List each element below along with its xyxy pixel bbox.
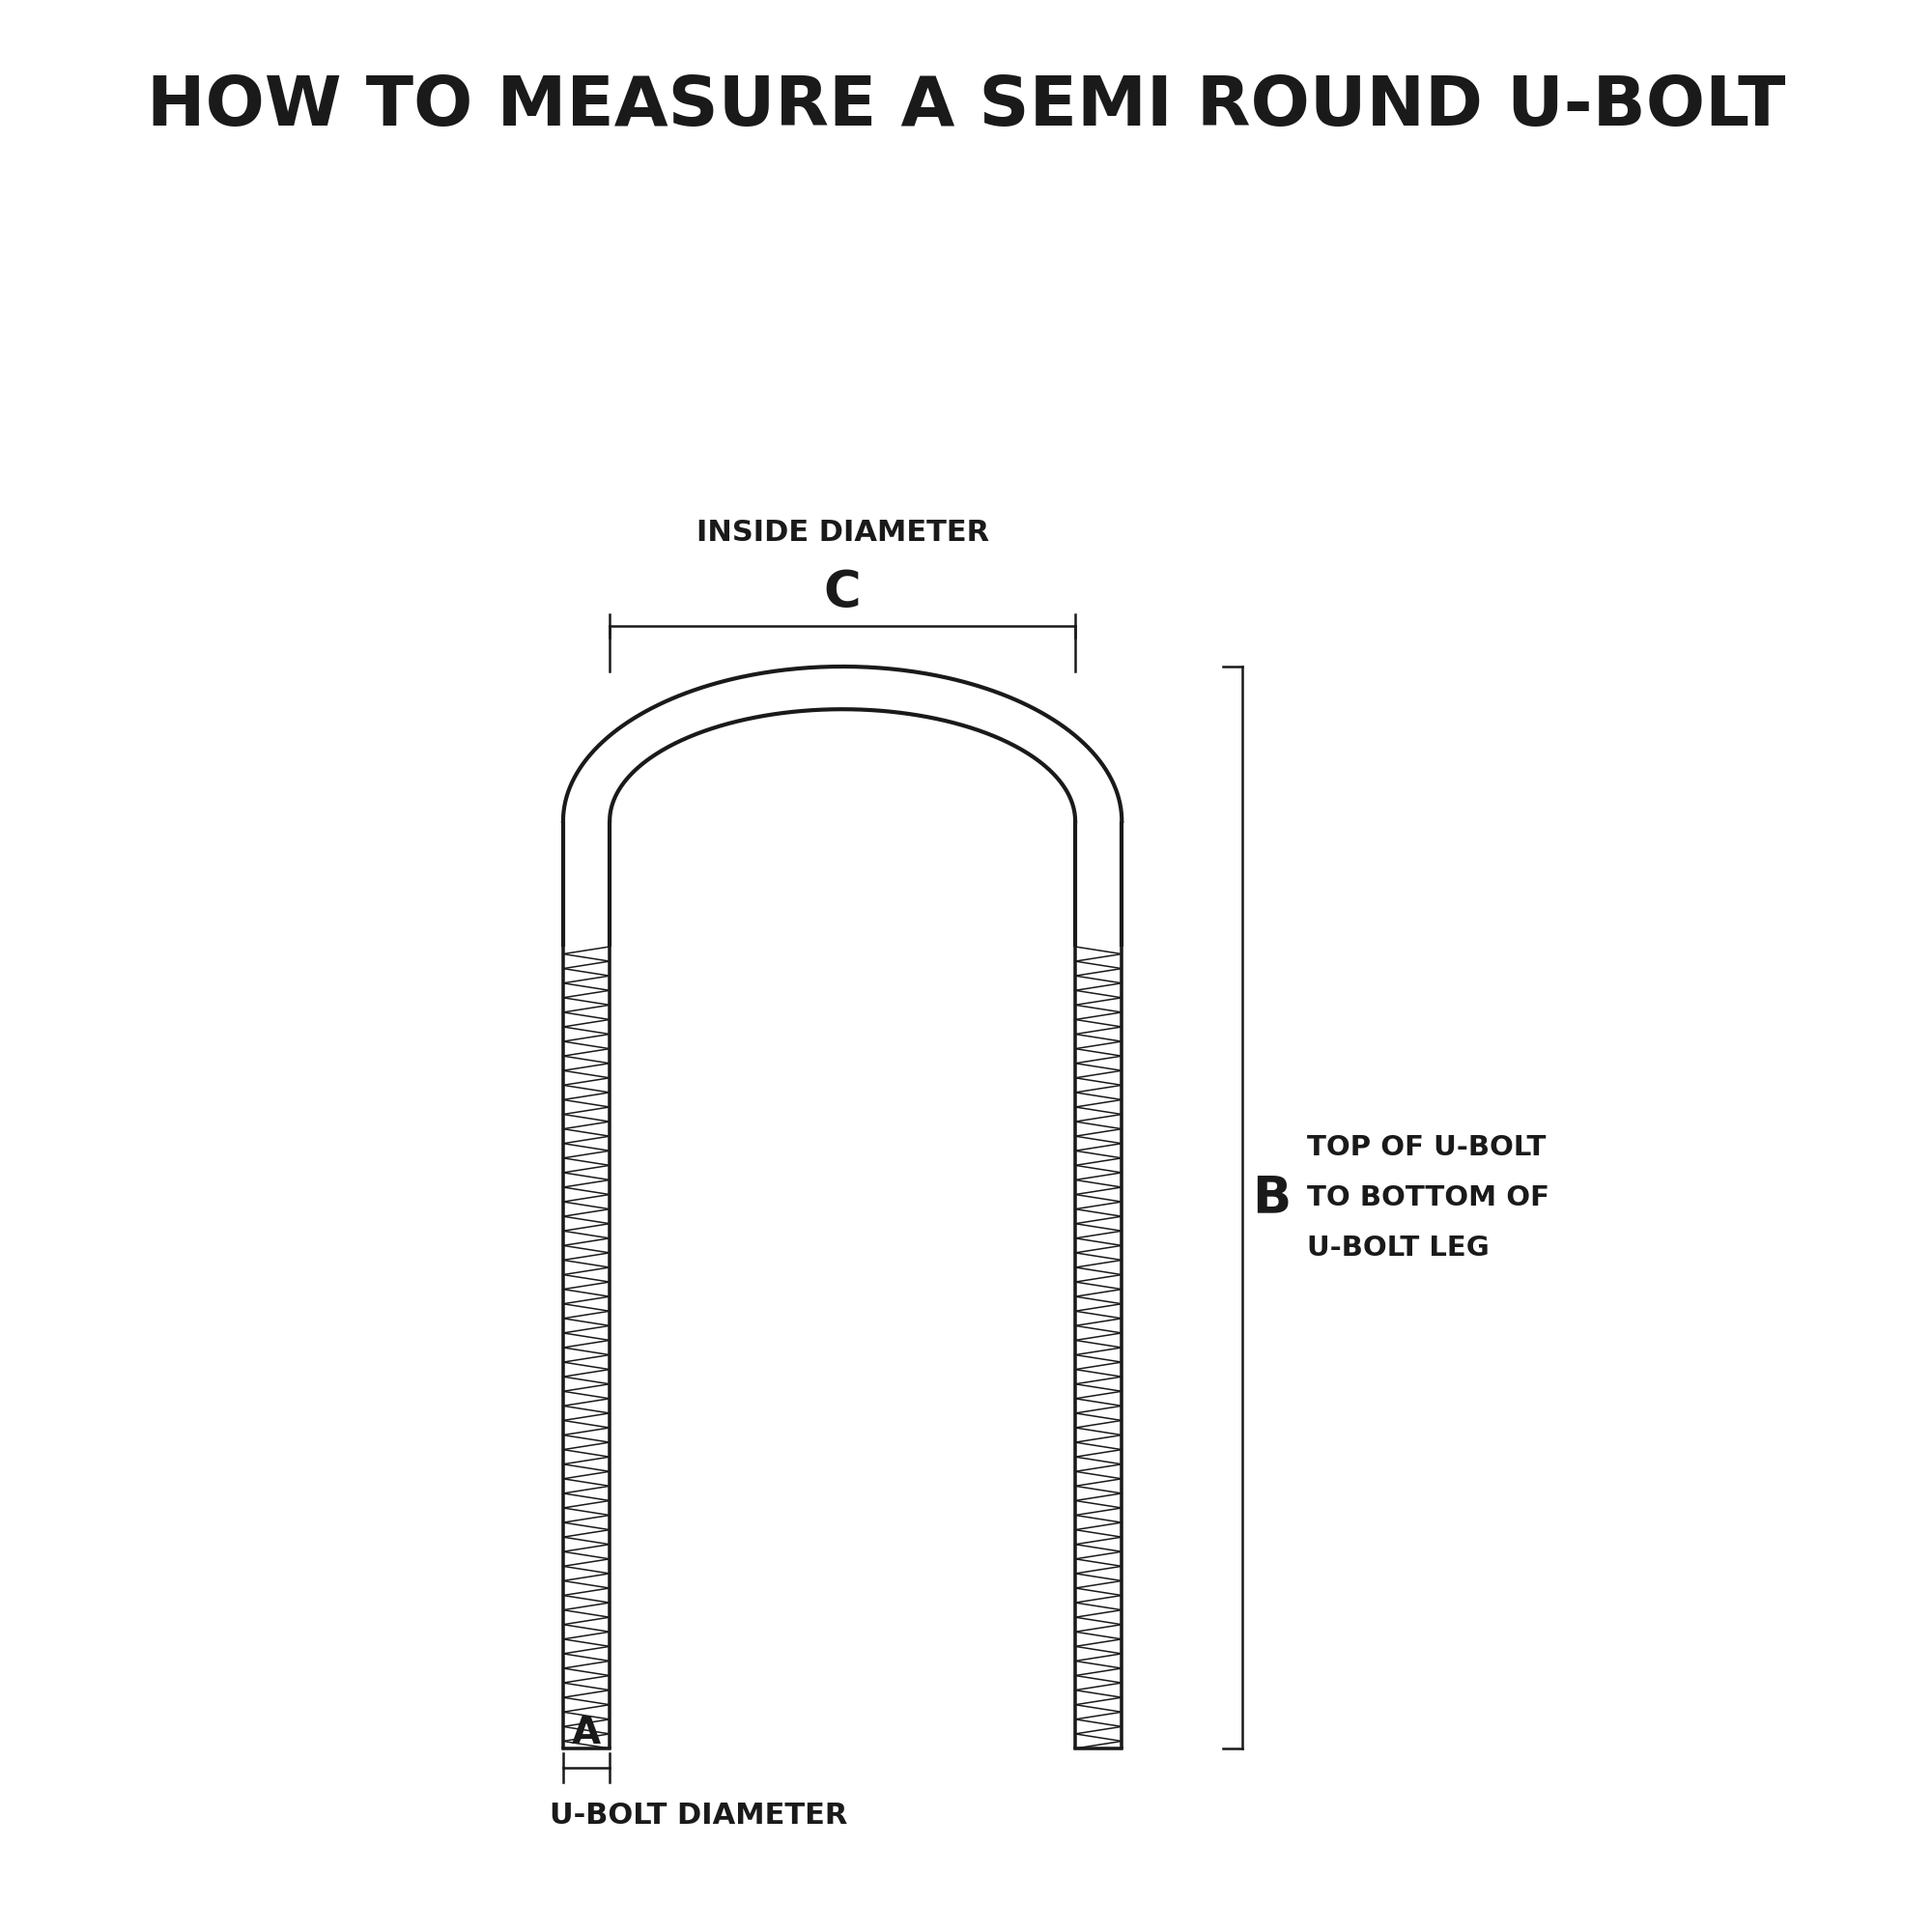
Text: U-BOLT DIAMETER: U-BOLT DIAMETER — [551, 1803, 848, 1830]
Text: TOP OF U-BOLT: TOP OF U-BOLT — [1308, 1134, 1546, 1161]
Text: A: A — [572, 1716, 601, 1750]
Text: C: C — [823, 568, 862, 618]
Text: HOW TO MEASURE A SEMI ROUND U-BOLT: HOW TO MEASURE A SEMI ROUND U-BOLT — [147, 73, 1785, 139]
Text: TO BOTTOM OF: TO BOTTOM OF — [1308, 1184, 1549, 1211]
Text: U-BOLT LEG: U-BOLT LEG — [1308, 1235, 1490, 1262]
Text: INSIDE DIAMETER: INSIDE DIAMETER — [696, 518, 989, 547]
Text: B: B — [1252, 1173, 1291, 1223]
